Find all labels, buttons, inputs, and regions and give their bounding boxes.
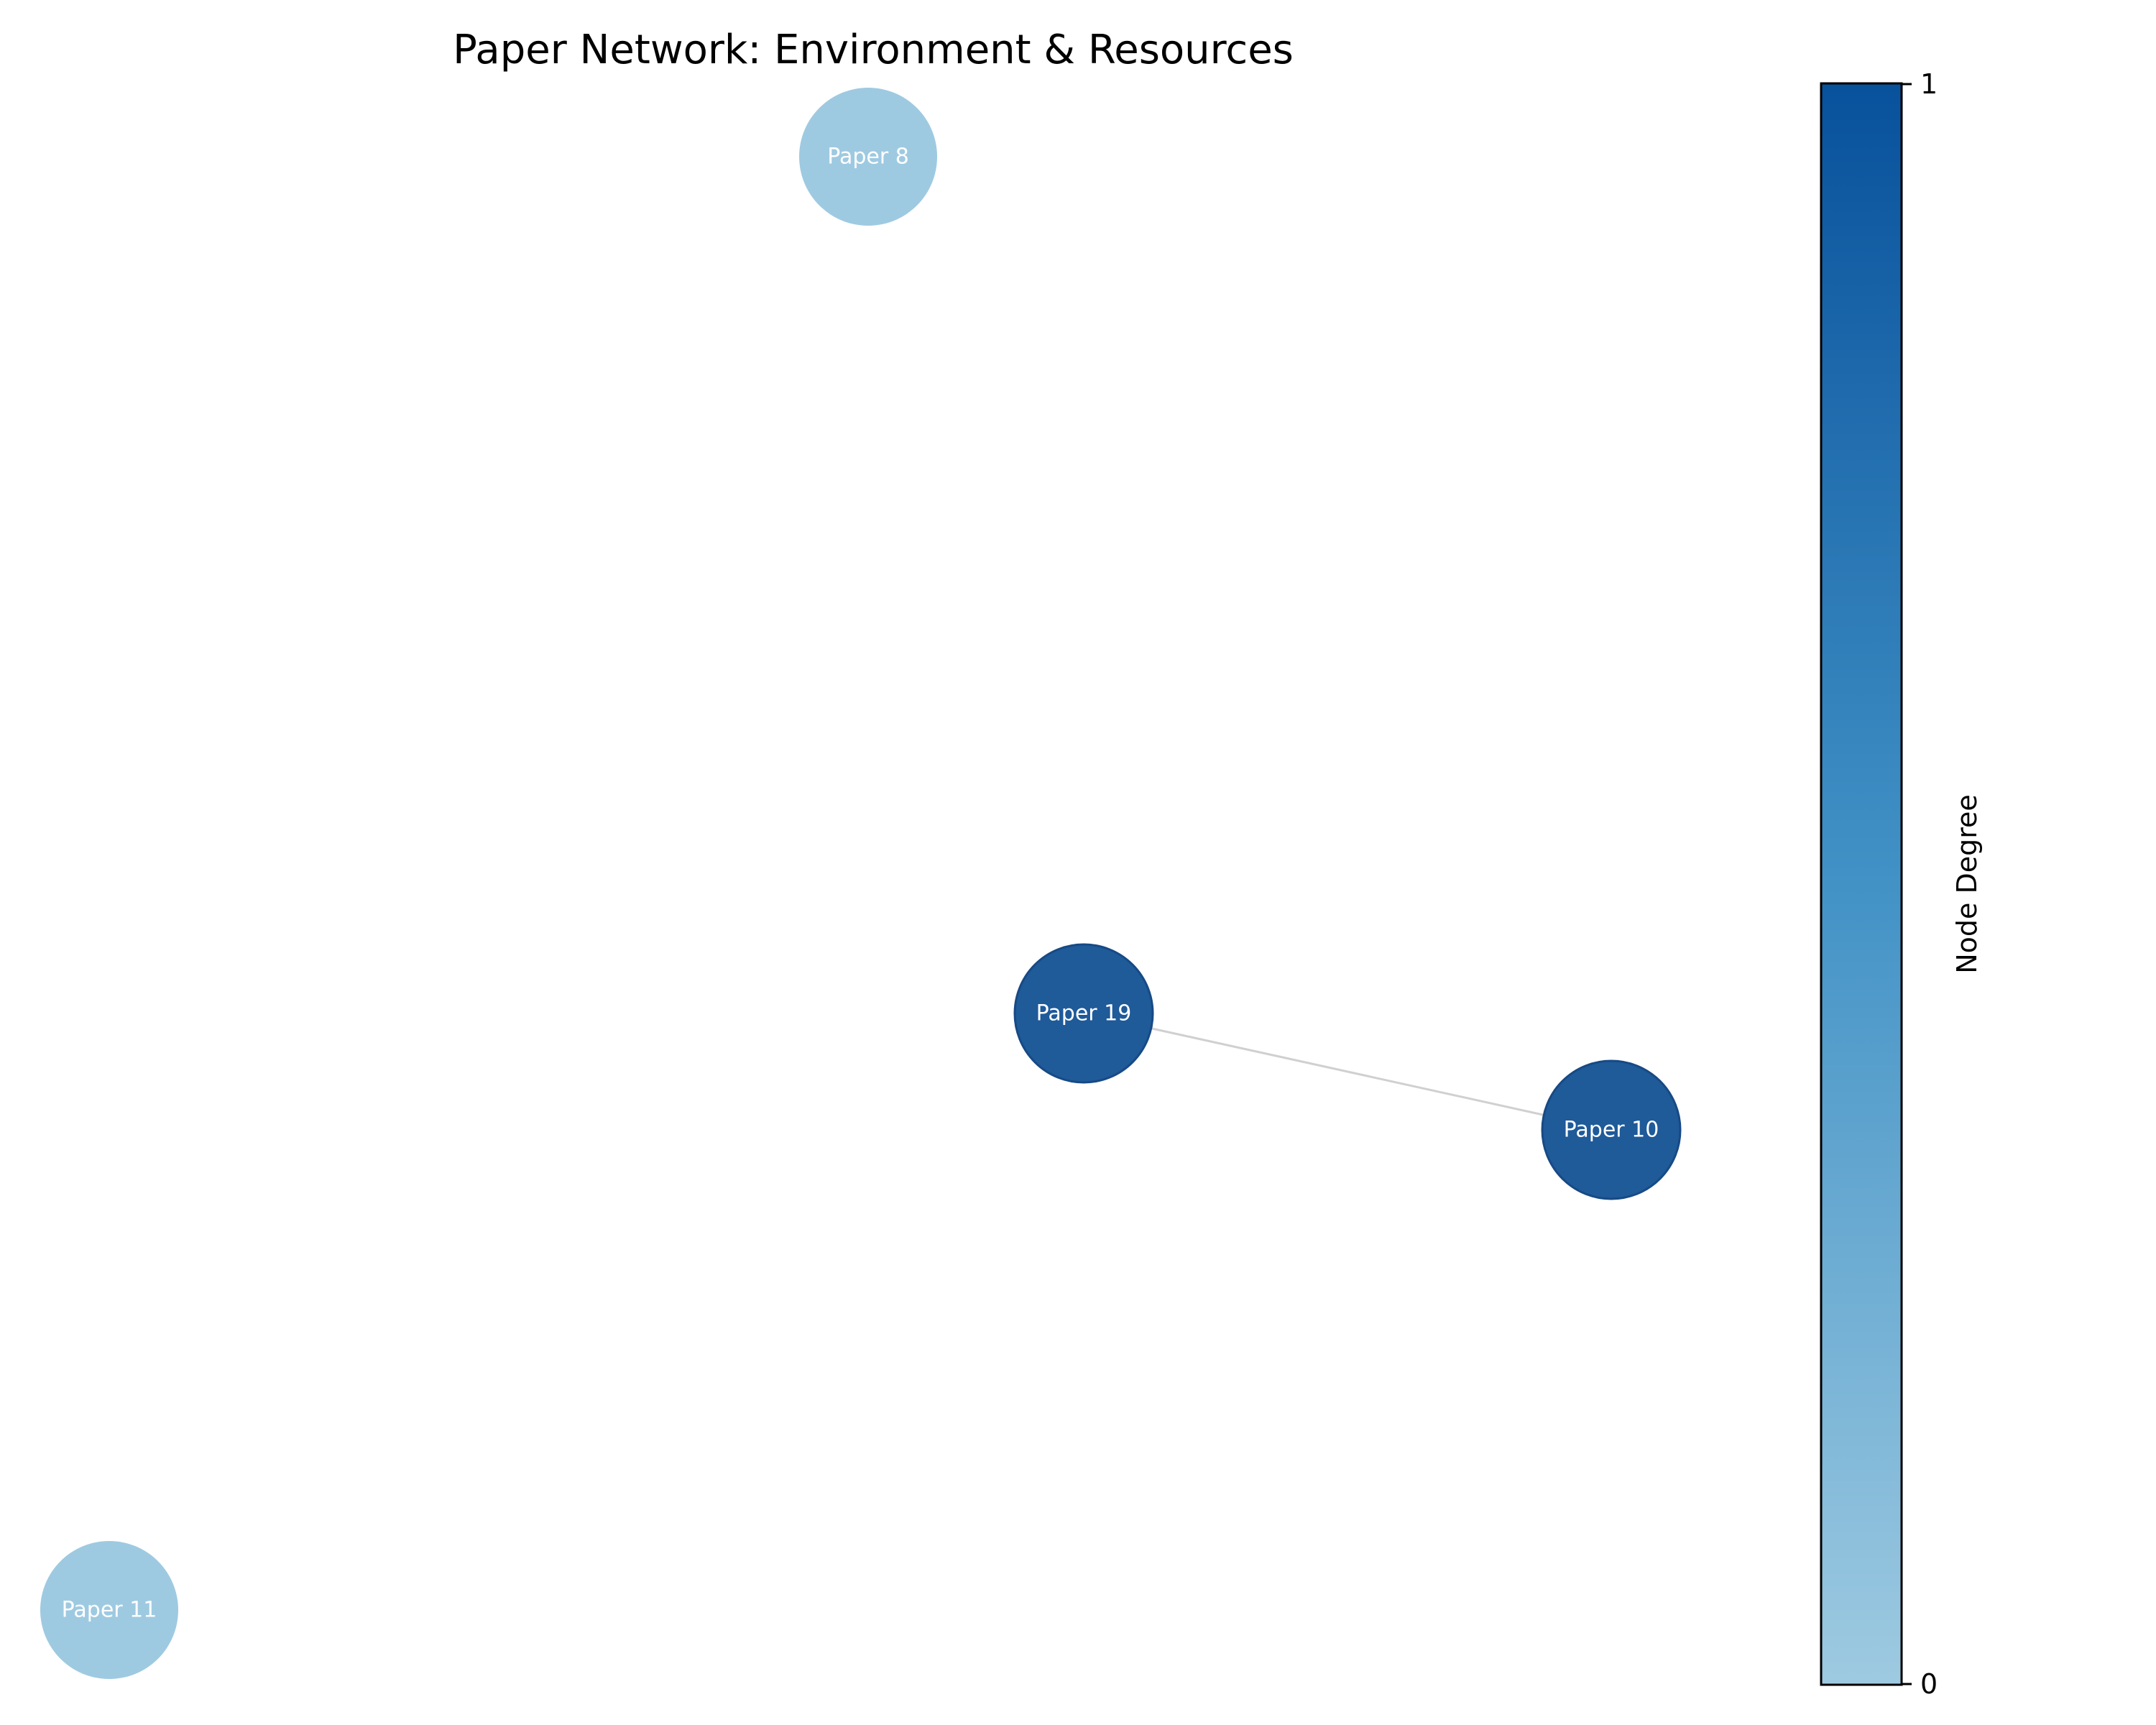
node-paper-10[interactable]: Paper 10: [1541, 1059, 1682, 1200]
colorbar: 1 0 Node Degree: [1820, 68, 1983, 1700]
node-label: Paper 8: [827, 144, 909, 170]
node-label: Paper 10: [1564, 1118, 1659, 1143]
node-paper-11[interactable]: Paper 11: [40, 1541, 178, 1679]
colorbar-axis-label: Node Degree: [1951, 794, 1983, 974]
colorbar-tick-label-min: 0: [1920, 1668, 1938, 1700]
colorbar-gradient: [1820, 82, 1903, 1686]
chart-title: Paper Network: Environment & Resources: [453, 27, 1294, 73]
node-paper-19[interactable]: Paper 19: [1013, 943, 1154, 1084]
nodes-layer: Paper 8 Paper 19 Paper 10 Paper 11: [40, 88, 1682, 1679]
node-label: Paper 19: [1036, 1001, 1132, 1026]
edge-paper-19-paper-10: [1083, 1012, 1612, 1131]
colorbar-tick-label-max: 1: [1920, 68, 1938, 100]
node-label: Paper 11: [62, 1598, 157, 1623]
node-paper-8[interactable]: Paper 8: [799, 88, 937, 226]
edges-layer: [1083, 1012, 1612, 1131]
